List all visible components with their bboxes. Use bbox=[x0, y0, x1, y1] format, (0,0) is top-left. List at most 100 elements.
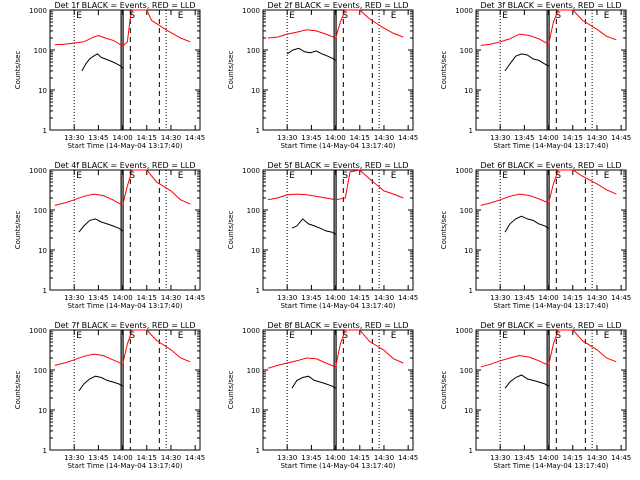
x-tick-label: 14:30 bbox=[161, 134, 181, 142]
x-tick-label: 14:15 bbox=[563, 454, 583, 462]
x-tick-label: 14:00 bbox=[325, 294, 345, 302]
chart-title: Det 8f BLACK = Events, RED = LLD bbox=[267, 321, 408, 330]
y-tick-label: 1 bbox=[256, 287, 260, 295]
interval-marker-s: S bbox=[342, 11, 348, 21]
interval-marker-s: S bbox=[342, 171, 348, 181]
interval-marker-e1: E bbox=[289, 11, 295, 21]
x-tick-label: 13:30 bbox=[490, 134, 510, 142]
chart-title: Det 5f BLACK = Events, RED = LLD bbox=[267, 161, 408, 170]
x-tick-label: 14:30 bbox=[161, 454, 181, 462]
y-tick-label: 100 bbox=[460, 367, 473, 375]
detector-panel-9: Det 9f BLACK = Events, RED = LLD 1 10 100 10… bbox=[426, 320, 639, 480]
chart-title: Det 7f BLACK = Events, RED = LLD bbox=[54, 321, 195, 330]
panel-chart: Det 1f BLACK = Events, RED = LLD 1 10 100 10… bbox=[14, 1, 205, 150]
lld-series-line bbox=[54, 329, 191, 366]
y-tick-label: 1 bbox=[43, 287, 47, 295]
panel-chart: Det 7f BLACK = Events, RED = LLD 1 10 100 10… bbox=[14, 321, 205, 470]
plot-frame bbox=[49, 169, 201, 291]
lld-series-line bbox=[267, 329, 404, 369]
plot-frame bbox=[262, 329, 414, 451]
detector-panel-4: Det 4f BLACK = Events, RED = LLD 1 10 100 10… bbox=[0, 160, 213, 320]
x-axis-label: Start Time (14-May-04 13:17:40) bbox=[67, 142, 182, 150]
chart-title: Det 3f BLACK = Events, RED = LLD bbox=[480, 1, 621, 10]
y-tick-label: 100 bbox=[34, 367, 47, 375]
interval-marker-e1: E bbox=[502, 331, 508, 341]
x-tick-label: 14:15 bbox=[137, 134, 157, 142]
lld-series-line bbox=[480, 169, 617, 206]
x-tick-label: 14:15 bbox=[350, 294, 370, 302]
events-series-line bbox=[291, 375, 336, 389]
y-tick-label: 1 bbox=[469, 287, 473, 295]
x-tick-label: 13:30 bbox=[277, 454, 297, 462]
events-series-line bbox=[286, 47, 336, 61]
lld-series-line bbox=[480, 329, 617, 368]
x-tick-label: 13:30 bbox=[277, 294, 297, 302]
x-axis-label: Start Time (14-May-04 13:17:40) bbox=[67, 302, 182, 310]
panel-chart: Det 6f BLACK = Events, RED = LLD 1 10 100 10… bbox=[440, 161, 631, 310]
y-tick-label: 100 bbox=[460, 47, 473, 55]
detector-panel-1: Det 1f BLACK = Events, RED = LLD 1 10 100 10… bbox=[0, 0, 213, 160]
x-tick-label: 14:00 bbox=[538, 134, 558, 142]
interval-marker-e1: E bbox=[502, 171, 508, 181]
interval-marker-e1: E bbox=[289, 331, 295, 341]
y-tick-label: 1000 bbox=[242, 7, 260, 15]
detector-panel-7: Det 7f BLACK = Events, RED = LLD 1 10 100 10… bbox=[0, 320, 213, 480]
interval-marker-s: S bbox=[342, 331, 348, 341]
x-tick-label: 14:45 bbox=[185, 454, 205, 462]
x-tick-label: 14:15 bbox=[563, 134, 583, 142]
x-tick-label: 14:30 bbox=[587, 134, 607, 142]
y-tick-label: 100 bbox=[34, 47, 47, 55]
y-tick-label: 1000 bbox=[242, 327, 260, 335]
x-tick-label: 14:30 bbox=[161, 294, 181, 302]
interval-marker-s: S bbox=[555, 11, 561, 21]
interval-marker-s: S bbox=[555, 171, 561, 181]
events-series-line bbox=[504, 374, 549, 389]
x-tick-label: 13:45 bbox=[301, 294, 321, 302]
lld-series-line bbox=[54, 169, 191, 207]
interval-marker-e2: E bbox=[604, 331, 610, 341]
panel-chart: Det 8f BLACK = Events, RED = LLD 1 10 100 10… bbox=[227, 321, 418, 470]
chart-title: Det 1f BLACK = Events, RED = LLD bbox=[54, 1, 195, 10]
x-tick-label: 14:45 bbox=[398, 134, 418, 142]
plot-frame bbox=[49, 9, 201, 131]
panel-chart: Det 3f BLACK = Events, RED = LLD 1 10 100 10… bbox=[440, 1, 631, 150]
x-tick-label: 14:30 bbox=[587, 294, 607, 302]
y-tick-label: 100 bbox=[247, 47, 260, 55]
y-axis-label: Counts/sec bbox=[440, 211, 448, 250]
x-tick-label: 14:45 bbox=[611, 294, 631, 302]
x-tick-label: 14:15 bbox=[563, 294, 583, 302]
chart-title: Det 9f BLACK = Events, RED = LLD bbox=[480, 321, 621, 330]
detector-panel-8: Det 8f BLACK = Events, RED = LLD 1 10 100 10… bbox=[213, 320, 426, 480]
x-tick-label: 14:00 bbox=[325, 454, 345, 462]
y-axis-label: Counts/sec bbox=[440, 371, 448, 410]
y-tick-label: 1000 bbox=[455, 327, 473, 335]
interval-marker-s: S bbox=[129, 331, 135, 341]
interval-marker-e2: E bbox=[391, 331, 397, 341]
lld-series-line bbox=[480, 9, 617, 46]
interval-marker-e2: E bbox=[604, 11, 610, 21]
y-axis-label: Counts/sec bbox=[14, 211, 22, 250]
x-tick-label: 14:45 bbox=[611, 134, 631, 142]
y-axis-label: Counts/sec bbox=[227, 51, 235, 90]
x-tick-label: 14:15 bbox=[137, 454, 157, 462]
plot-frame bbox=[475, 169, 627, 291]
events-series-line bbox=[78, 218, 123, 233]
y-axis-label: Counts/sec bbox=[14, 371, 22, 410]
interval-marker-e2: E bbox=[391, 11, 397, 21]
x-tick-label: 13:45 bbox=[88, 294, 108, 302]
x-tick-label: 14:45 bbox=[185, 134, 205, 142]
plot-frame bbox=[475, 329, 627, 451]
interval-marker-s: S bbox=[129, 171, 135, 181]
panel-chart: Det 4f BLACK = Events, RED = LLD 1 10 100 10… bbox=[14, 161, 205, 310]
y-tick-label: 10 bbox=[251, 87, 260, 95]
events-series-line bbox=[504, 215, 549, 233]
y-axis-label: Counts/sec bbox=[227, 371, 235, 410]
y-tick-label: 1000 bbox=[29, 167, 47, 175]
x-tick-label: 14:00 bbox=[538, 294, 558, 302]
x-tick-label: 14:30 bbox=[374, 454, 394, 462]
panel-chart: Det 9f BLACK = Events, RED = LLD 1 10 100 10… bbox=[440, 321, 631, 470]
y-tick-label: 10 bbox=[464, 407, 473, 415]
y-tick-label: 1 bbox=[469, 447, 473, 455]
events-series-line bbox=[504, 53, 549, 72]
